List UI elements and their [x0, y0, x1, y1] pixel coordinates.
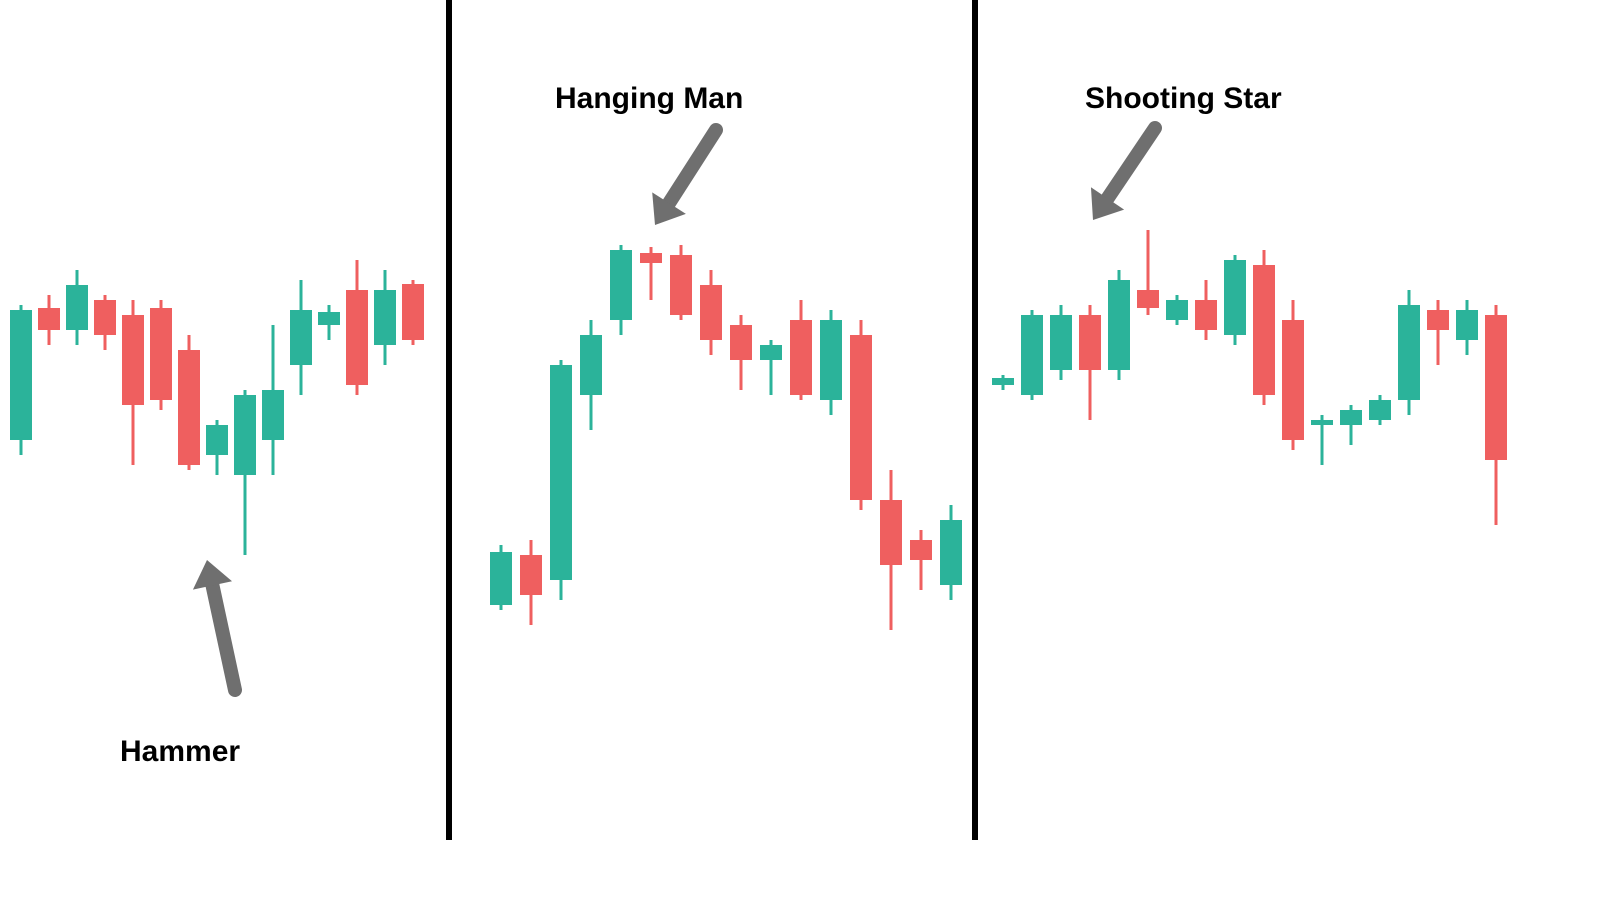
candle-body: [1282, 320, 1304, 440]
candle: [1369, 0, 1391, 900]
candle: [940, 0, 962, 900]
candle: [520, 0, 542, 900]
candle: [1021, 0, 1043, 900]
candle: [880, 0, 902, 900]
candle: [346, 0, 368, 900]
candle: [1340, 0, 1362, 900]
candle: [580, 0, 602, 900]
candle-body: [318, 312, 340, 325]
candle: [1311, 0, 1333, 900]
candle-body: [1195, 300, 1217, 330]
candle-body: [66, 285, 88, 330]
hanging-man-arrow-icon: [625, 100, 746, 255]
candle: [1398, 0, 1420, 900]
candle-body: [122, 315, 144, 405]
candle: [318, 0, 340, 900]
candle-body: [940, 520, 962, 585]
candle-body: [1485, 315, 1507, 460]
candle-body: [234, 395, 256, 475]
candle-body: [38, 308, 60, 330]
candle: [910, 0, 932, 900]
candle-body: [1456, 310, 1478, 340]
candle-body: [262, 390, 284, 440]
candle-body: [178, 350, 200, 465]
candle-body: [1021, 315, 1043, 395]
candle-body: [1427, 310, 1449, 330]
candle-body: [346, 290, 368, 385]
hammer-arrow-icon: [177, 530, 265, 720]
candle: [1253, 0, 1275, 900]
candle-body: [700, 285, 722, 340]
candle-body: [1079, 315, 1101, 370]
candle-body: [490, 552, 512, 605]
candle: [490, 0, 512, 900]
candle: [992, 0, 1014, 900]
candle-body: [550, 365, 572, 580]
candle-body: [1340, 410, 1362, 425]
candle-body: [1311, 420, 1333, 425]
candle: [1224, 0, 1246, 900]
candle: [760, 0, 782, 900]
candle-body: [520, 555, 542, 595]
candle-body: [10, 310, 32, 440]
candle-body: [374, 290, 396, 345]
candle: [38, 0, 60, 900]
candle-body: [1108, 280, 1130, 370]
candle-body: [1369, 400, 1391, 420]
shooting-star-arrow-icon: [1063, 98, 1185, 250]
candle-body: [1253, 265, 1275, 395]
candle: [262, 0, 284, 900]
candle: [1427, 0, 1449, 900]
candle: [1195, 0, 1217, 900]
candle-body: [206, 425, 228, 455]
candle: [790, 0, 812, 900]
candle-body: [910, 540, 932, 560]
candle-body: [790, 320, 812, 395]
candle: [10, 0, 32, 900]
candle: [290, 0, 312, 900]
candle: [94, 0, 116, 900]
candle-body: [760, 345, 782, 360]
candle: [66, 0, 88, 900]
candle-body: [1224, 260, 1246, 335]
candle: [550, 0, 572, 900]
candle-body: [730, 325, 752, 360]
candle-body: [670, 255, 692, 315]
candle-body: [580, 335, 602, 395]
hammer-label: Hammer: [120, 735, 240, 769]
candle-body: [150, 308, 172, 400]
candle: [1456, 0, 1478, 900]
candle-body: [290, 310, 312, 365]
candle: [1485, 0, 1507, 900]
candle-body: [1137, 290, 1159, 308]
candle-body: [94, 300, 116, 335]
candle-body: [1166, 300, 1188, 320]
candle: [820, 0, 842, 900]
candle-body: [820, 320, 842, 400]
candle-body: [402, 284, 424, 340]
candle-body: [1398, 305, 1420, 400]
candle-body: [850, 335, 872, 500]
candle-body: [880, 500, 902, 565]
candle: [850, 0, 872, 900]
candle-body: [992, 378, 1014, 385]
candle: [374, 0, 396, 900]
candle-wick: [920, 530, 923, 590]
candle: [402, 0, 424, 900]
candle: [1282, 0, 1304, 900]
candle-body: [610, 250, 632, 320]
candle-body: [1050, 315, 1072, 370]
